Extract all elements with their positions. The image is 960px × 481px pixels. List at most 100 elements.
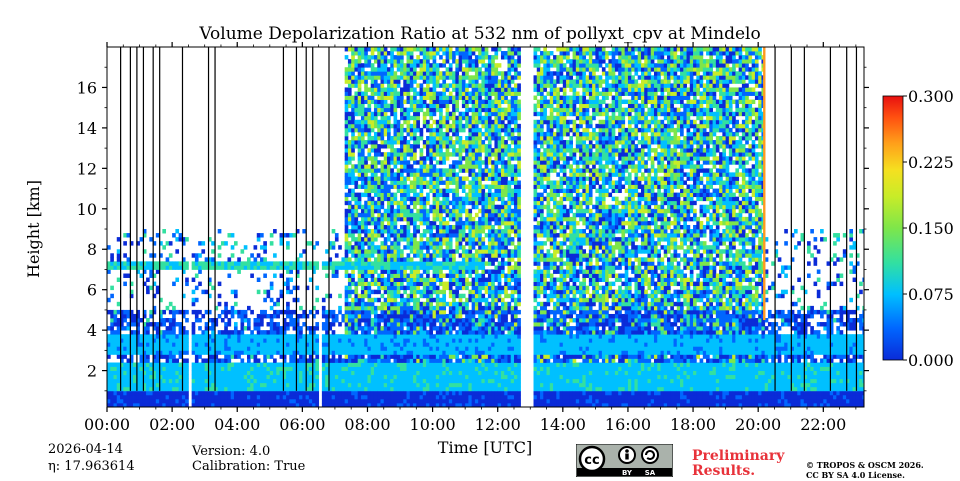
heatmap-cell (230, 338, 235, 343)
heatmap-cell (110, 322, 114, 327)
heatmap-cell (416, 200, 420, 206)
heatmap-cell (373, 144, 378, 149)
heatmap-cell (367, 354, 372, 359)
heatmap-cell (354, 237, 359, 242)
heatmap-cell (442, 75, 447, 80)
heatmap-cell (461, 55, 466, 60)
heatmap-cell (253, 362, 258, 367)
heatmap-cell (448, 115, 453, 121)
heatmap-cell (321, 265, 326, 270)
heatmap-cell (471, 309, 476, 315)
heatmap-cell (230, 289, 235, 295)
heatmap-cell (373, 378, 378, 384)
heatmap-cell (403, 350, 407, 355)
heatmap-cell (400, 277, 404, 282)
heatmap-cell (129, 394, 134, 400)
heatmap-cell (178, 322, 183, 327)
heatmap-cell (400, 362, 404, 367)
heatmap-cell (468, 168, 473, 173)
heatmap-cell (435, 253, 440, 258)
heatmap-cell (455, 301, 460, 307)
heatmap-cell (400, 144, 404, 149)
heatmap-cell (455, 180, 460, 185)
heatmap-cell (325, 265, 329, 270)
heatmap-cell (396, 160, 401, 165)
heatmap-cell (286, 334, 290, 339)
heatmap-cell (250, 338, 254, 343)
heatmap-cell (165, 366, 170, 371)
heatmap-cell (286, 261, 290, 266)
heatmap-cell (387, 83, 391, 88)
heatmap-cell (393, 322, 398, 327)
heatmap-cell (159, 318, 163, 323)
heatmap-cell (279, 370, 284, 376)
heatmap-cell (390, 390, 394, 396)
heatmap-cell (445, 342, 450, 347)
heatmap-cell (354, 382, 359, 388)
heatmap-cell (282, 338, 287, 343)
heatmap-cell (113, 394, 118, 400)
heatmap-cell (204, 350, 209, 355)
heatmap-cell (347, 75, 352, 80)
heatmap-cell (416, 398, 420, 404)
heatmap-cell (461, 71, 466, 76)
heatmap-cell (321, 390, 326, 396)
heatmap-cell (175, 249, 180, 254)
heatmap-cell (299, 370, 303, 376)
heatmap-cell (416, 313, 420, 319)
heatmap-cell (113, 362, 118, 367)
heatmap-cell (387, 261, 391, 266)
heatmap-cell (377, 374, 381, 380)
heatmap-cell (321, 386, 326, 392)
heatmap-cell (422, 91, 427, 96)
heatmap-cell (159, 374, 163, 380)
heatmap-cell (429, 131, 433, 137)
heatmap-cell (107, 398, 111, 404)
heatmap-cell (387, 51, 391, 56)
heatmap-cell (380, 127, 385, 133)
heatmap-cell (435, 334, 440, 339)
heatmap-cell (328, 398, 333, 404)
heatmap-cell (136, 265, 140, 270)
heatmap-cell (439, 350, 443, 355)
heatmap-cell (409, 334, 414, 339)
heatmap-cell (413, 386, 417, 392)
heatmap-cell (256, 362, 261, 367)
heatmap-cell (334, 370, 339, 376)
heatmap-cell (211, 265, 215, 270)
heatmap-cell (364, 79, 368, 84)
heatmap-cell (341, 358, 346, 363)
heatmap-cell (136, 370, 140, 376)
heatmap-cell (224, 334, 228, 339)
heatmap-cell (400, 67, 404, 72)
heatmap-cell (250, 366, 254, 371)
heatmap-cell (406, 148, 411, 153)
heatmap-cell (364, 390, 368, 396)
heatmap-cell (162, 390, 167, 396)
heatmap-cell (403, 208, 407, 214)
heatmap-cell (413, 265, 417, 270)
heatmap-cell (465, 241, 469, 246)
heatmap-cell (455, 196, 460, 202)
heatmap-cell (305, 378, 310, 384)
heatmap-cell (419, 301, 424, 307)
heatmap-cell (194, 354, 199, 359)
heatmap-cell (468, 378, 473, 384)
heatmap-cell (325, 249, 329, 254)
heatmap-cell (452, 107, 456, 113)
heatmap-cell (347, 398, 352, 404)
heatmap-cell (422, 374, 427, 380)
heatmap-cell (452, 79, 456, 84)
heatmap-cell (211, 402, 215, 407)
heatmap-cell (214, 338, 219, 343)
heatmap-cell (377, 224, 381, 230)
heatmap-cell (435, 224, 440, 230)
heatmap-cell (110, 338, 114, 343)
heatmap-cell (387, 140, 391, 145)
heatmap-cell (471, 326, 476, 331)
heatmap-cell (387, 309, 391, 315)
heatmap-cell (416, 374, 420, 380)
heatmap-cell (347, 318, 352, 323)
heatmap-cell (455, 366, 460, 371)
heatmap-cell (191, 390, 196, 396)
